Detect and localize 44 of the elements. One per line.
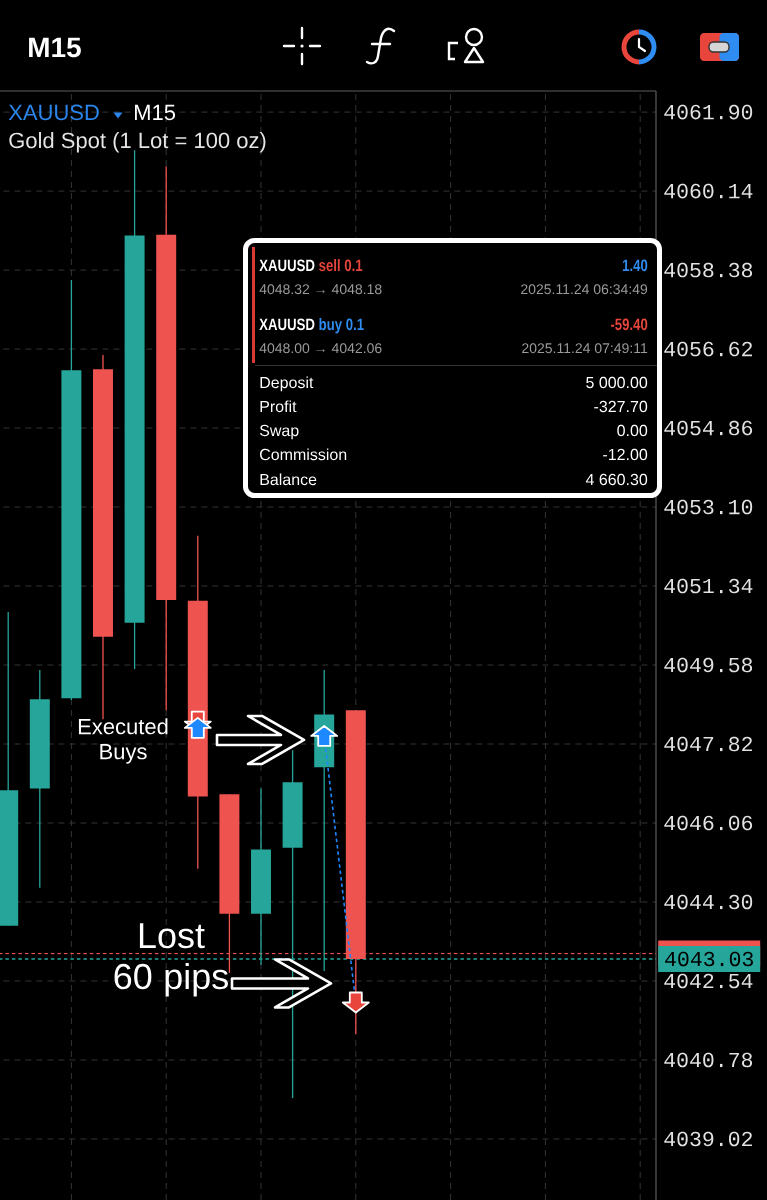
y-tick-label: 4054.86 <box>664 420 753 436</box>
annotation: 5 000.00 <box>586 376 648 389</box>
annotation: -12.00 <box>603 448 648 461</box>
annotation: M15 <box>135 104 176 121</box>
y-tick-label: 4061.90 <box>664 104 753 120</box>
annotation: Balance <box>260 473 317 486</box>
y-tick-label: 4039.02 <box>664 1131 752 1147</box>
y-tick-label: 4044.30 <box>664 894 753 910</box>
annotation: XAUUSD <box>259 259 315 272</box>
annotation: -327.70 <box>594 400 648 413</box>
annotation: 4 660.30 <box>585 473 648 486</box>
point <box>183 716 212 739</box>
annotation: Executed Buys <box>78 718 168 764</box>
point <box>341 991 370 1014</box>
annotation: XAUUSD <box>259 318 315 331</box>
text: M15 <box>29 37 81 58</box>
y-tick-label: 4051.34 <box>664 578 753 594</box>
y-tick-label: 4046.06 <box>664 815 753 831</box>
annotation: 4048.00 → 4042.06 <box>259 343 382 354</box>
annotation: Profit <box>260 400 297 413</box>
y-tick-label: 4040.78 <box>664 1052 753 1068</box>
y-tick-label: 4047.82 <box>664 736 752 752</box>
y-tick-label: 4056.62 <box>664 341 752 357</box>
y-tick-label: 4049.58 <box>664 657 753 673</box>
text: Gold Spot (1 Lot = 100 oz) <box>9 132 266 153</box>
ref-line-label: 4043.03 <box>665 951 753 967</box>
annotation: Deposit <box>260 376 314 392</box>
annotation: 1.40 <box>622 259 648 272</box>
annotation: 0.00 <box>617 424 648 437</box>
chart-title: XAUUSD <box>8 104 99 121</box>
annotation: Commission <box>260 448 347 461</box>
annotation: 2025.11.24 06:34:49 <box>521 284 648 295</box>
annotation: Lost 60 pips <box>114 923 228 997</box>
annotation: -59.40 <box>610 318 648 331</box>
annotation: 2025.11.24 07:49:11 <box>522 343 648 354</box>
y-tick-label: 4058.38 <box>664 262 753 278</box>
annotation: buy 0.1 <box>319 318 364 334</box>
annotation: Swap <box>259 424 299 440</box>
y-tick-label: 4042.54 <box>664 973 753 989</box>
point <box>310 725 339 747</box>
y-tick-label: 4060.14 <box>664 183 753 199</box>
y-tick-label: 4053.10 <box>664 499 753 515</box>
annotation: 4048.32 → 4048.18 <box>259 284 382 295</box>
annotation: sell 0.1 <box>319 259 363 272</box>
